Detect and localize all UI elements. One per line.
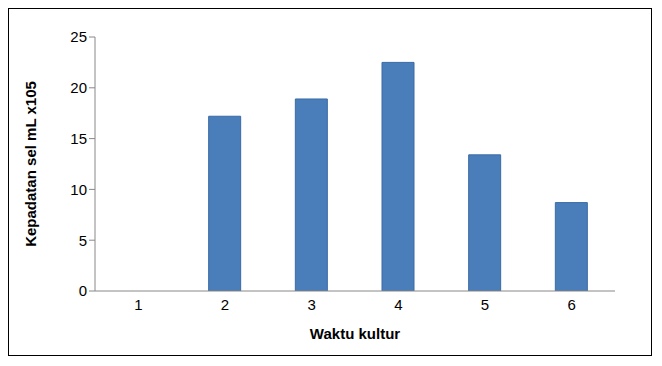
svg-text:Waktu kultur: Waktu kultur xyxy=(310,325,400,342)
svg-text:5: 5 xyxy=(481,296,489,313)
svg-text:20: 20 xyxy=(70,79,87,96)
svg-text:1: 1 xyxy=(134,296,142,313)
svg-text:5: 5 xyxy=(79,232,87,249)
svg-text:4: 4 xyxy=(394,296,402,313)
svg-text:3: 3 xyxy=(307,296,315,313)
svg-text:25: 25 xyxy=(70,28,87,45)
svg-text:6: 6 xyxy=(567,296,575,313)
svg-text:0: 0 xyxy=(79,282,87,299)
svg-text:2: 2 xyxy=(221,296,229,313)
svg-text:10: 10 xyxy=(70,181,87,198)
svg-text:15: 15 xyxy=(70,130,87,147)
svg-text:Kepadatan sel mL x105: Kepadatan sel mL x105 xyxy=(22,81,39,247)
